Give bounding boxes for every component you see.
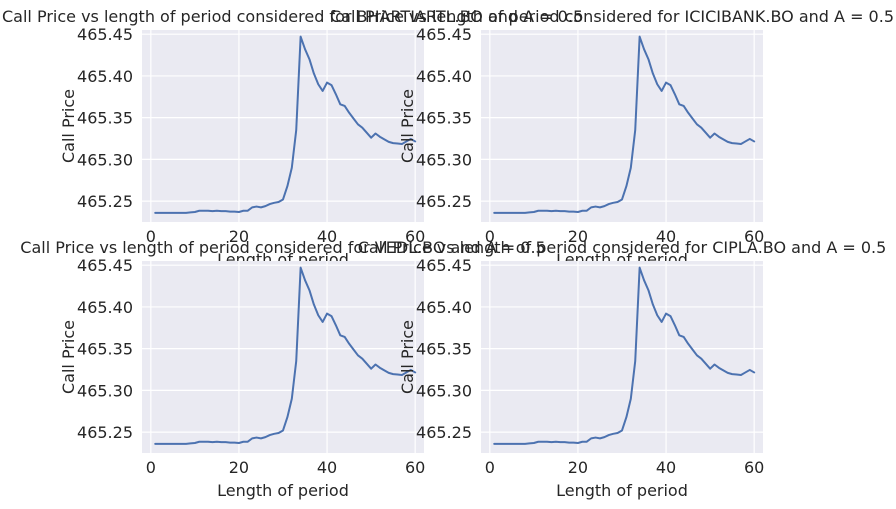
plot-area [481, 30, 763, 222]
y-tick-label: 465.40 [416, 67, 472, 86]
plot-area [142, 30, 424, 222]
chart-title: Call Price vs length of period considere… [330, 7, 894, 26]
x-tick-label: 40 [317, 458, 337, 477]
chart-title: Call Price vs length of period considere… [20, 238, 545, 257]
y-tick-label: 465.30 [77, 150, 133, 169]
y-tick-label: 465.30 [416, 150, 472, 169]
x-axis-label: Length of period [217, 481, 349, 500]
series-line [493, 266, 756, 445]
y-tick-label: 465.40 [416, 298, 472, 317]
subplot-cipla: 0 20 40 60 465.25 465.30 465.35 465.40 465.45 Len… [358, 238, 887, 500]
x-tick-label: 60 [744, 227, 764, 246]
y-axis-label: Call Price [398, 320, 417, 394]
x-tick-label: 0 [485, 458, 495, 477]
x-tick-label: 20 [229, 458, 249, 477]
y-tick-label: 465.35 [77, 340, 133, 359]
y-tick-label: 465.35 [77, 109, 133, 128]
x-tick-label: 20 [568, 458, 588, 477]
subplot-icicibank: 0 20 40 60465.25465.30465.35465.40465.45Len… [330, 7, 894, 269]
series-line [154, 266, 417, 445]
x-tick-label: 0 [146, 458, 156, 477]
subplot-vedl: 0 20 40 60 465.25 465.30 465.35 465.40 465.45 Len… [20, 238, 545, 500]
x-axis-label: Length of period [556, 481, 688, 500]
plot-area [481, 261, 763, 453]
subplot-bhartiartl: 0 20 40 60465.25465.30465.35465.40465.45Len… [2, 7, 583, 269]
y-tick-label: 465.45 [77, 25, 133, 44]
y-tick-label: 465.45 [416, 256, 472, 275]
y-tick-label: 465.45 [77, 256, 133, 275]
x-tick-label: 60 [744, 458, 764, 477]
x-tick-label: 60 [405, 458, 425, 477]
y-tick-label: 465.35 [416, 340, 472, 359]
y-tick-label: 465.40 [77, 67, 133, 86]
series-line [154, 35, 417, 214]
y-tick-label: 465.25 [77, 423, 133, 442]
y-axis-label: Call Price [59, 89, 78, 163]
chart-title: Call Price vs length of period considere… [358, 238, 887, 257]
y-tick-label: 465.45 [416, 25, 472, 44]
y-tick-label: 465.40 [77, 298, 133, 317]
x-tick-label: 0 [146, 227, 156, 246]
y-tick-label: 465.25 [77, 192, 133, 211]
y-tick-label: 465.30 [416, 381, 472, 400]
y-tick-label: 465.25 [416, 423, 472, 442]
x-tick-label: 40 [317, 227, 337, 246]
plot-area [142, 261, 424, 453]
x-tick-label: 40 [656, 458, 676, 477]
y-tick-label: 465.25 [416, 192, 472, 211]
chart-title: Call Price vs length of period considere… [2, 7, 583, 26]
y-tick-label: 465.35 [416, 109, 472, 128]
x-tick-label: 60 [405, 227, 425, 246]
series-line [493, 35, 756, 214]
y-tick-label: 465.30 [77, 381, 133, 400]
y-axis-label: Call Price [398, 89, 417, 163]
y-axis-label: Call Price [59, 320, 78, 394]
x-tick-label: 0 [485, 227, 495, 246]
x-tick-label: 20 [229, 227, 249, 246]
x-tick-label: 40 [656, 227, 676, 246]
x-tick-label: 20 [568, 227, 588, 246]
